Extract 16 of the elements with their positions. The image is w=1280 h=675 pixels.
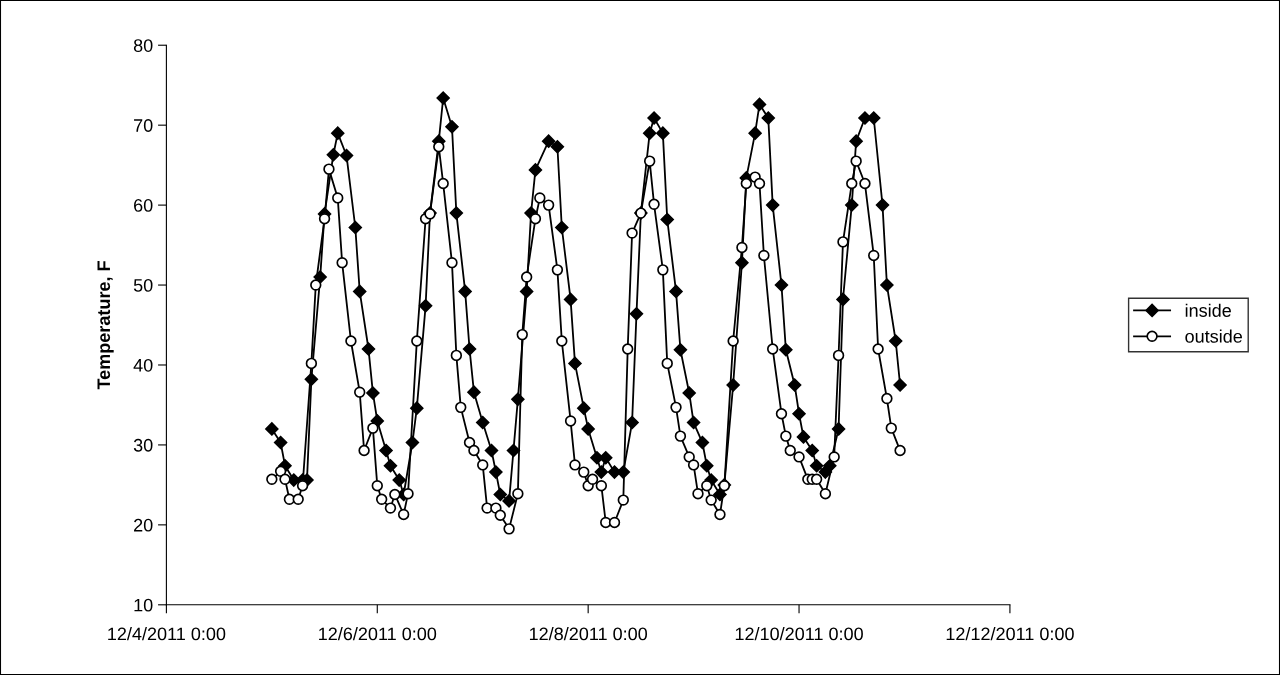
y-tick-label: 60 <box>134 199 153 212</box>
x-tick-label: 12/10/2011 0:00 <box>735 627 863 641</box>
x-tick-label: 12/4/2011 0:00 <box>108 627 226 641</box>
y-tick-label: 20 <box>134 518 153 532</box>
y-tick-label: 10 <box>134 598 153 612</box>
x-tick-label: 12/6/2011 0:00 <box>319 627 437 641</box>
x-tick-label: 12/12/2011 0:00 <box>946 627 1074 641</box>
legend-label: outside <box>1185 329 1242 343</box>
y-tick-label: 40 <box>133 358 153 372</box>
y-tick-label: 50 <box>133 278 153 292</box>
y-tick-label: 80 <box>133 39 153 52</box>
y-tick-label: 30 <box>133 438 153 452</box>
x-tick-label: 12/8/2011 0:00 <box>529 627 648 641</box>
y-axis-title: Temperature, F <box>97 261 114 390</box>
legend-label: inside <box>1185 303 1231 317</box>
y-tick-label: 70 <box>134 119 153 132</box>
